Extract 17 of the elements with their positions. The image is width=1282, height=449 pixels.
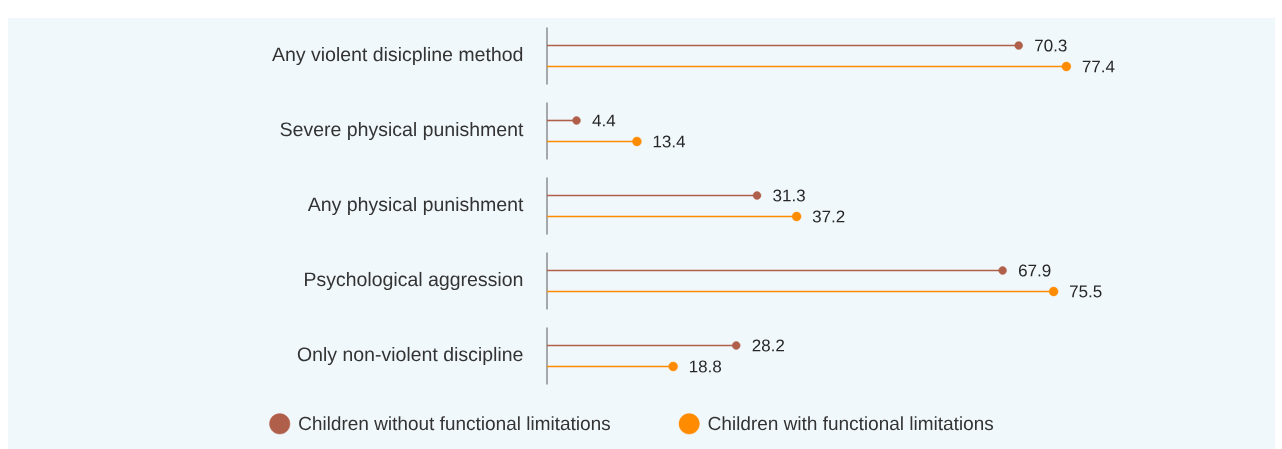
legend-label: Children without functional limitations	[299, 416, 610, 431]
y-tick-label: Psychological aggression	[305, 271, 523, 291]
data-label: 4.4	[592, 114, 616, 127]
y-tick-label: Severe physical punishment	[280, 121, 524, 141]
y-tick-label: Only non-violent discipline	[297, 346, 523, 366]
data-label: 37.2	[812, 210, 845, 223]
data-label: 28.2	[752, 339, 784, 352]
data-label: 18.8	[689, 360, 722, 373]
data-label: 75.5	[1070, 285, 1102, 298]
data-label: 77.4	[1082, 60, 1115, 73]
data-label: 13.4	[653, 135, 686, 148]
data-label: 67.9	[1019, 264, 1051, 277]
data-label: 70.3	[1035, 39, 1067, 52]
legend-label: Children with functional limitations	[708, 416, 994, 431]
y-tick-label: Any physical punishment	[307, 196, 524, 216]
data-label: 31.3	[773, 189, 805, 202]
y-tick-label: Any violent disicpline method	[272, 46, 523, 66]
